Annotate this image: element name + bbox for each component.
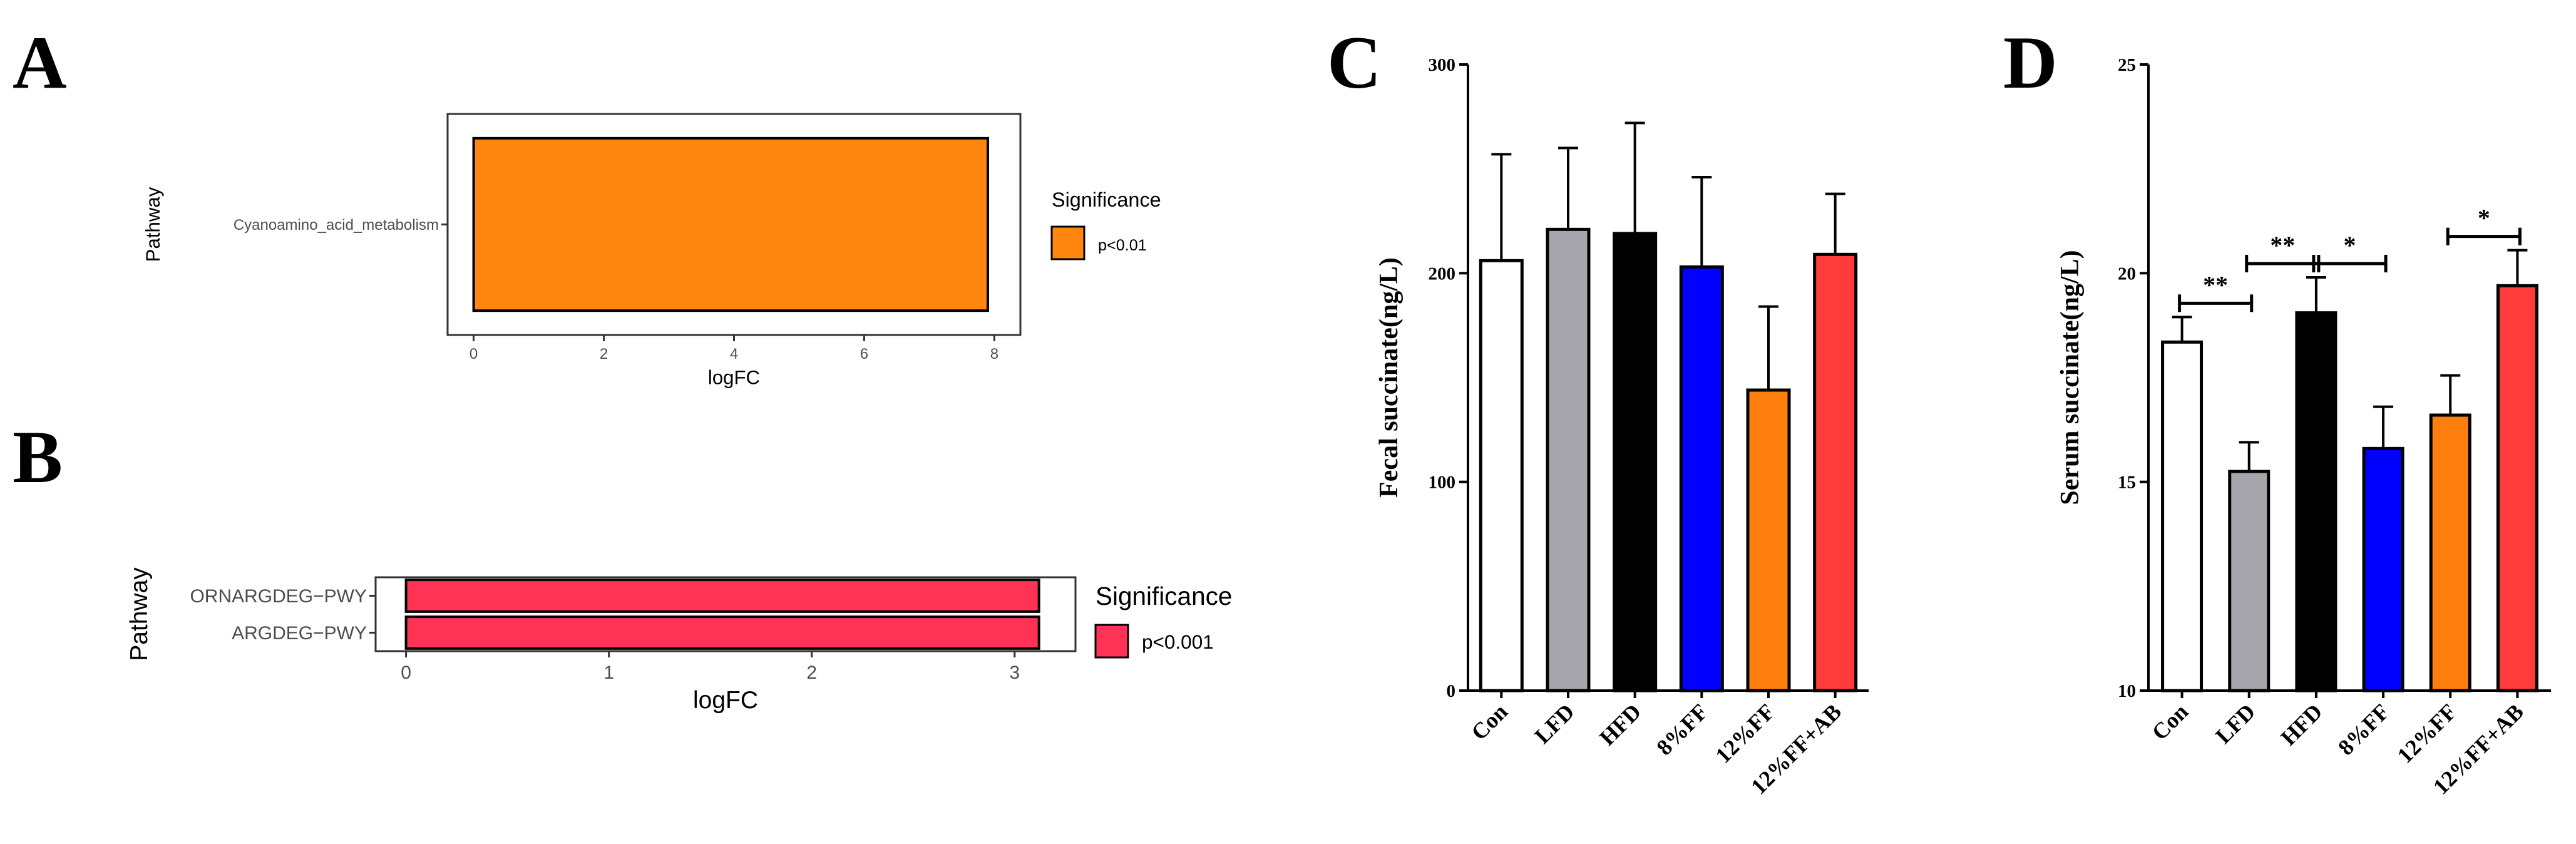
bar — [2496, 284, 2538, 692]
y-tick-label: 100 — [1429, 473, 1456, 493]
y-tick-label: 20 — [2118, 264, 2136, 284]
panel-label-b: B — [13, 415, 63, 498]
y-axis-title: Pathway — [142, 187, 164, 262]
x-tick-label: Con — [1466, 699, 1512, 745]
x-tick-label: 8%FF — [2333, 699, 2394, 760]
bar — [2429, 413, 2471, 692]
bar — [1746, 388, 1791, 692]
panel-label-c: C — [1327, 21, 1382, 104]
bar — [1813, 252, 1858, 692]
panel-label-d: D — [2003, 21, 2058, 104]
y-tick-label: ORNARGDEG−PWY — [190, 586, 367, 607]
bar — [472, 136, 990, 312]
y-axis-title: Serum succinate(ng/L) — [2056, 250, 2085, 505]
legend-label: p<0.01 — [1098, 237, 1147, 254]
y-axis-title: Pathway — [126, 567, 153, 661]
bar — [1546, 227, 1591, 692]
legend-swatch — [1094, 624, 1129, 659]
bar — [1679, 265, 1724, 692]
y-tick-label: 0 — [1447, 681, 1456, 701]
bar — [1613, 232, 1658, 692]
x-tick-label: 6 — [860, 346, 868, 363]
legend-label: p<0.001 — [1142, 630, 1214, 653]
plot-panel-border — [374, 576, 1077, 652]
x-tick-label: 2 — [600, 346, 608, 363]
x-tick-label: HFD — [1594, 699, 1646, 750]
x-tick-label: 4 — [730, 346, 738, 363]
y-tick-label: 300 — [1429, 55, 1456, 75]
x-tick-label: 2 — [806, 662, 817, 683]
bar — [404, 615, 1040, 650]
bar — [2228, 470, 2271, 692]
legend-title: Significance — [1096, 582, 1232, 610]
x-tick-label: Con — [2147, 699, 2194, 745]
y-tick-label: 25 — [2118, 55, 2136, 75]
bar — [404, 579, 1040, 613]
panel-a-chart: Cyanoamino_acid_metabolism 0 2 4 6 8 logFC Path… — [142, 113, 1161, 388]
x-tick-label: LFD — [2210, 699, 2260, 748]
legend-swatch — [1050, 225, 1085, 260]
bar — [2362, 446, 2404, 692]
y-tick-label: 200 — [1429, 264, 1456, 284]
panel-label-a: A — [13, 21, 67, 104]
significance-label: ** — [2203, 270, 2228, 299]
bar — [2295, 311, 2337, 692]
significance-label: ** — [2270, 231, 2295, 259]
significance-label: * — [2344, 231, 2356, 259]
x-tick-label: 8%FF — [1651, 699, 1713, 760]
legend-title: Significance — [1052, 188, 1161, 211]
x-axis-title: logFC — [693, 687, 758, 714]
x-tick-label: 8 — [990, 346, 998, 363]
panel-b-chart: ORNARGDEG−PWY ARGDEG−PWY 0 1 2 3 logFC Pathway S… — [126, 567, 1232, 714]
significance-label: * — [2478, 204, 2490, 232]
x-tick-label: 3 — [1009, 662, 1020, 683]
y-axis-title: Fecal succinate(ng/L) — [1375, 257, 1403, 498]
x-tick-label: 0 — [470, 346, 478, 363]
y-tick-label: 15 — [2118, 473, 2136, 493]
y-tick-label: Cyanoamino_acid_metabolism — [233, 217, 439, 234]
x-axis-title: logFC — [708, 366, 760, 388]
y-tick-label: ARGDEG−PWY — [232, 623, 367, 644]
x-tick-label: HFD — [2276, 699, 2327, 750]
x-tick-label: 1 — [603, 662, 614, 683]
y-tick-label: 10 — [2118, 681, 2136, 701]
x-tick-label: 0 — [401, 662, 411, 683]
bar — [2161, 340, 2204, 692]
x-tick-label: 12%FF — [2393, 699, 2461, 768]
x-tick-label: LFD — [1529, 699, 1579, 748]
bar — [1479, 259, 1524, 692]
